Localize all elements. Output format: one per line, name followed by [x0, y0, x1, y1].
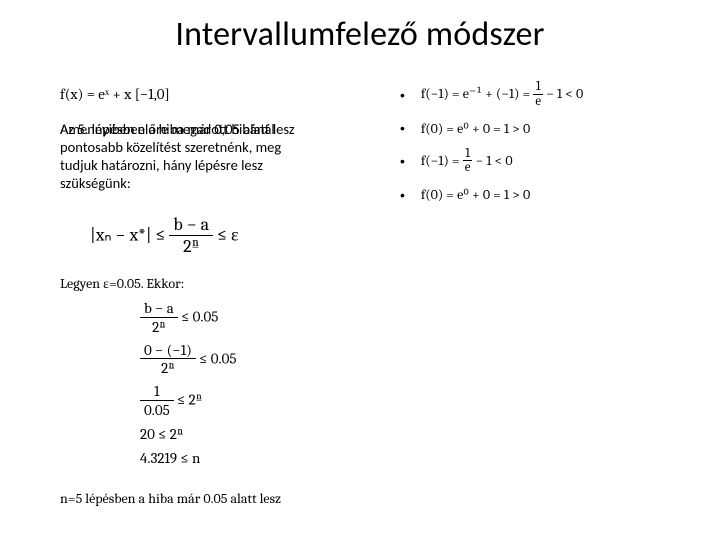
- fraction-numerator: 1: [533, 80, 543, 95]
- bullet-item-2: • f(0) = e⁰ + 0 = 1 > 0: [400, 120, 700, 137]
- bullet-icon: •: [400, 154, 405, 168]
- slide: Intervallumfelező módszer f(x) = eˣ + x …: [0, 0, 720, 540]
- epsilon-assumption: Legyen ε=0.05. Ekkor:: [60, 275, 184, 293]
- expr-part-b: − 1 < 0: [476, 152, 513, 169]
- step-2: 0 − (−1) 2ⁿ ≤ 0.05: [140, 342, 237, 378]
- expr-part-b: − 1 < 0: [546, 85, 583, 102]
- step-tail: ≤ 0.05: [196, 349, 237, 367]
- expr-part-a: f(−1) =: [421, 152, 463, 169]
- fraction-numerator: 0 − (−1): [140, 342, 196, 360]
- para-line-2: pontosabb közelítést szeretnénk, meg: [60, 138, 360, 156]
- step-tail: ≤ 2ⁿ: [174, 390, 202, 408]
- step-5: 4.3219 ≤ n: [140, 449, 237, 467]
- bullet-item-4: • f(0) = e⁰ + 0 = 1 > 0: [400, 186, 700, 203]
- fraction-denominator: 2ⁿ: [169, 236, 213, 258]
- math-expression: f(0) = e⁰ + 0 = 1 > 0: [421, 186, 530, 203]
- page-title: Intervallumfelező módszer: [0, 14, 720, 55]
- fraction-denominator: e: [533, 95, 543, 110]
- fraction: b − a 2ⁿ: [169, 215, 213, 257]
- fraction: 1 0.05: [140, 383, 174, 419]
- expr-part-a: f(−1) = e⁻¹ + (−1) =: [421, 85, 530, 102]
- fraction-denominator: 0.05: [140, 401, 174, 419]
- conclusion: n=5 lépésben a hiba már 0.05 alatt lesz: [60, 490, 281, 507]
- right-column: • f(−1) = e⁻¹ + (−1) = 1 e − 1 < 0 • f(0…: [400, 80, 700, 213]
- bullet-icon: •: [400, 188, 405, 202]
- fraction: b − a 2ⁿ: [140, 300, 178, 336]
- fraction-denominator: 2ⁿ: [140, 359, 196, 377]
- step-4: 20 ≤ 2ⁿ: [140, 425, 237, 443]
- step-3: 1 0.05 ≤ 2ⁿ: [140, 383, 237, 419]
- para-line-3: tudjuk határozni, hány lépésre lesz: [60, 156, 360, 174]
- fraction: 1 e: [533, 80, 543, 110]
- math-expression: f(0) = e⁰ + 0 = 1 > 0: [421, 120, 530, 137]
- paragraph: Az 5. lépésben a hiba már 0,05 alatt les…: [60, 120, 360, 192]
- fraction-numerator: b − a: [169, 215, 213, 236]
- bullet-icon: •: [400, 121, 405, 135]
- overlap-line-b: Amennyiben előre megadott hibánál: [60, 120, 275, 138]
- bullet-item-3: • f(−1) = 1 e − 1 < 0: [400, 147, 700, 177]
- bullet-item-1: • f(−1) = e⁻¹ + (−1) = 1 e − 1 < 0: [400, 80, 700, 110]
- step-1: b − a 2ⁿ ≤ 0.05: [140, 300, 237, 336]
- function-definition: f(x) = eˣ + x [−1,0]: [60, 85, 360, 104]
- step-tail: ≤ 0.05: [178, 307, 219, 325]
- ineq-left: |xₙ − x*| ≤: [90, 224, 165, 245]
- left-column: f(x) = eˣ + x [−1,0] Az 5. lépésben a hi…: [60, 85, 360, 192]
- error-bound-formula: |xₙ − x*| ≤ b − a 2ⁿ ≤ ε: [90, 215, 239, 257]
- derivation-steps: b − a 2ⁿ ≤ 0.05 0 − (−1) 2ⁿ ≤ 0.05 1 0.0…: [140, 300, 237, 473]
- math-expression: f(−1) = e⁻¹ + (−1) = 1 e − 1 < 0: [421, 80, 583, 110]
- fraction-denominator: 2ⁿ: [140, 318, 178, 336]
- fraction-numerator: 1: [463, 147, 473, 162]
- para-line-4: szükségünk:: [60, 174, 360, 192]
- math-expression: f(−1) = 1 e − 1 < 0: [421, 147, 513, 177]
- fraction: 0 − (−1) 2ⁿ: [140, 342, 196, 378]
- fraction-denominator: e: [463, 161, 473, 176]
- fraction-numerator: b − a: [140, 300, 178, 318]
- ineq-right: ≤ ε: [217, 224, 239, 245]
- fraction-numerator: 1: [140, 383, 174, 401]
- bullet-icon: •: [400, 88, 405, 102]
- overlapping-text: Az 5. lépésben a hiba már 0,05 alatt les…: [60, 120, 360, 138]
- fraction: 1 e: [463, 147, 473, 177]
